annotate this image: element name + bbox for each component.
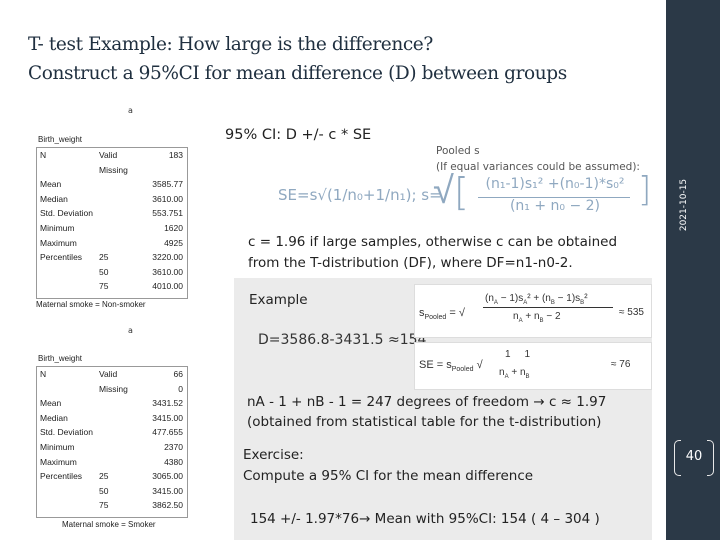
table-header: Birth_weight bbox=[38, 354, 83, 363]
slide-title: T- test Example: How large is the differ… bbox=[28, 30, 567, 88]
sidebar bbox=[666, 0, 720, 540]
answer-text: 154 +/- 1.97*76→ Mean with 95%CI: 154 ( … bbox=[250, 511, 600, 527]
table-cell-value: 3585.77 bbox=[152, 179, 183, 190]
table-cell-stat: Maximum bbox=[40, 456, 77, 467]
table-cell-stat: Mean bbox=[40, 179, 62, 190]
example-label: Example bbox=[249, 292, 308, 308]
table-cell-sub: 75 bbox=[99, 500, 109, 511]
sqrt-symbol: √ bbox=[433, 168, 454, 212]
table-cell-value: 3065.00 bbox=[152, 471, 183, 482]
table-cell-stat: Minimum bbox=[40, 223, 75, 233]
df-line-1: nA - 1 + nB - 1 = 247 degrees of freedom… bbox=[247, 394, 607, 410]
c-explanation-line-1: c = 1.96 if large samples, otherwise c c… bbox=[248, 234, 618, 250]
table-cell-value: 3610.00 bbox=[152, 193, 183, 204]
title-line-2: Construct a 95%CI for mean difference (D… bbox=[28, 63, 567, 84]
eq-fraction-bar bbox=[483, 307, 613, 308]
table-cell-sub: 50 bbox=[99, 266, 109, 277]
table-cell-value: 1620 bbox=[164, 223, 183, 233]
table-header: Birth_weight bbox=[38, 135, 83, 144]
table-cell-stat: Median bbox=[40, 193, 68, 204]
eq-se-denoms: nA + nB bbox=[499, 367, 530, 380]
table-nonsmoker: Birth_weight N Valid 183 Missing Mean 3585.77… bbox=[36, 135, 188, 330]
table-cell-stat: Percentiles bbox=[40, 252, 83, 263]
table-cell-value: 3415.00 bbox=[152, 412, 183, 423]
bracket-close: ] bbox=[638, 170, 652, 210]
difference-value: D=3586.8-3431.5 ≈154 bbox=[258, 332, 427, 348]
table-cell-value: 3862.50 bbox=[152, 500, 183, 511]
table-cell-stat: N bbox=[40, 150, 47, 160]
table-cell-value: 3610.00 bbox=[152, 266, 183, 277]
table-cell-sub: 25 bbox=[99, 471, 109, 482]
slide-date: 2021-10-15 bbox=[679, 178, 689, 232]
table-cell-sub: Missing bbox=[99, 164, 128, 175]
exercise-label: Exercise: bbox=[243, 447, 304, 463]
table-cell-stat: Minimum bbox=[40, 442, 75, 452]
eq2-value: ≈ 76 bbox=[611, 359, 631, 370]
eq-se-lhs: SE = sPooled √ bbox=[419, 359, 483, 374]
table-cell-sub: 75 bbox=[99, 281, 109, 292]
table-cell-value: 4380 bbox=[164, 456, 183, 467]
table-cell-value: 3415.00 bbox=[152, 485, 183, 496]
table-cell-value: 66 bbox=[173, 369, 183, 379]
pooled-s-label: Pooled s bbox=[436, 145, 480, 157]
table-grid: N Valid 66 Missing 0 Mean 3431.52 Median 3415.00… bbox=[36, 366, 188, 518]
se-equation: SE = sPooled √ 1 1 nA + nB ≈ 76 bbox=[414, 342, 652, 390]
se-formula: SE=s√(1/n₀+1/n₁); s= bbox=[278, 186, 442, 204]
page-bracket-left bbox=[674, 440, 681, 476]
pooled-sd-equation: sPooled = √ (nA − 1)sA² + (nB − 1)sB² nA… bbox=[414, 284, 652, 338]
table-cell-sub: Valid bbox=[99, 369, 118, 379]
table-cell-stat: Std. Deviation bbox=[40, 208, 93, 219]
ci-formula: 95% CI: D +/- c * SE bbox=[225, 127, 372, 143]
page-number: 40 bbox=[685, 449, 703, 464]
eq-denominator: nA + nB − 2 bbox=[513, 311, 561, 324]
pooled-denominator: (n₁ + n₀ − 2) bbox=[509, 198, 601, 214]
table-cell-stat: N bbox=[40, 369, 47, 379]
table-smoker: Birth_weight N Valid 66 Missing 0 Mean 3431.52… bbox=[36, 354, 188, 540]
c-explanation-line-2: from the T-distribution (DF), where DF=n… bbox=[248, 255, 573, 271]
table-footnote: Maternal smoke = Smoker bbox=[62, 520, 156, 529]
table-cell-stat: Median bbox=[40, 412, 68, 423]
table-cell-value: 553.751 bbox=[152, 208, 183, 219]
table-cell-value: 477.655 bbox=[152, 427, 183, 438]
table-cell-value: 3431.52 bbox=[152, 398, 183, 409]
pooled-s-condition: (If equal variances could be assumed): bbox=[436, 161, 640, 173]
pooled-numerator: (n₁-1)s₁² +(n₀-1)*s₀² bbox=[485, 176, 625, 192]
table-cell-sub: Missing bbox=[99, 383, 128, 394]
title-line-1: T- test Example: How large is the differ… bbox=[28, 34, 433, 55]
table-cell-value: 4010.00 bbox=[152, 281, 183, 292]
exercise-text: Compute a 95% CI for the mean difference bbox=[243, 468, 534, 484]
table-cell-value: 2370 bbox=[164, 442, 183, 452]
bracket-open: [ bbox=[454, 170, 469, 214]
table-footnote: Maternal smoke = Non-smoker bbox=[36, 300, 146, 309]
table-cell-stat: Maximum bbox=[40, 237, 77, 248]
table-cell-sub: 25 bbox=[99, 252, 109, 263]
page-bracket-right bbox=[707, 440, 714, 476]
df-line-2: (obtained from statistical table for the… bbox=[247, 414, 602, 430]
table-cell-value: 3220.00 bbox=[152, 252, 183, 263]
table-cell-value: 0 bbox=[178, 383, 183, 394]
table-footnote-marker: a bbox=[128, 326, 133, 335]
page-number-box: 40 bbox=[672, 440, 716, 478]
table-marker: a bbox=[128, 106, 133, 115]
table-cell-sub: Valid bbox=[99, 150, 118, 160]
eq-se-terms: 1 1 bbox=[505, 349, 531, 360]
table-cell-stat: Percentiles bbox=[40, 471, 83, 482]
table-cell-stat: Mean bbox=[40, 398, 62, 409]
table-cell-sub: 50 bbox=[99, 485, 109, 496]
table-grid: N Valid 183 Missing Mean 3585.77 Median 3610.00… bbox=[36, 147, 188, 299]
eq-lhs: sPooled = √ bbox=[419, 307, 465, 322]
table-cell-stat: Std. Deviation bbox=[40, 427, 93, 438]
eq-numerator: (nA − 1)sA² + (nB − 1)sB² bbox=[485, 293, 588, 306]
table-cell-value: 183 bbox=[168, 150, 183, 160]
fraction-bar bbox=[478, 197, 630, 198]
table-cell-value: 4925 bbox=[164, 237, 183, 248]
eq1-value: ≈ 535 bbox=[619, 307, 644, 318]
